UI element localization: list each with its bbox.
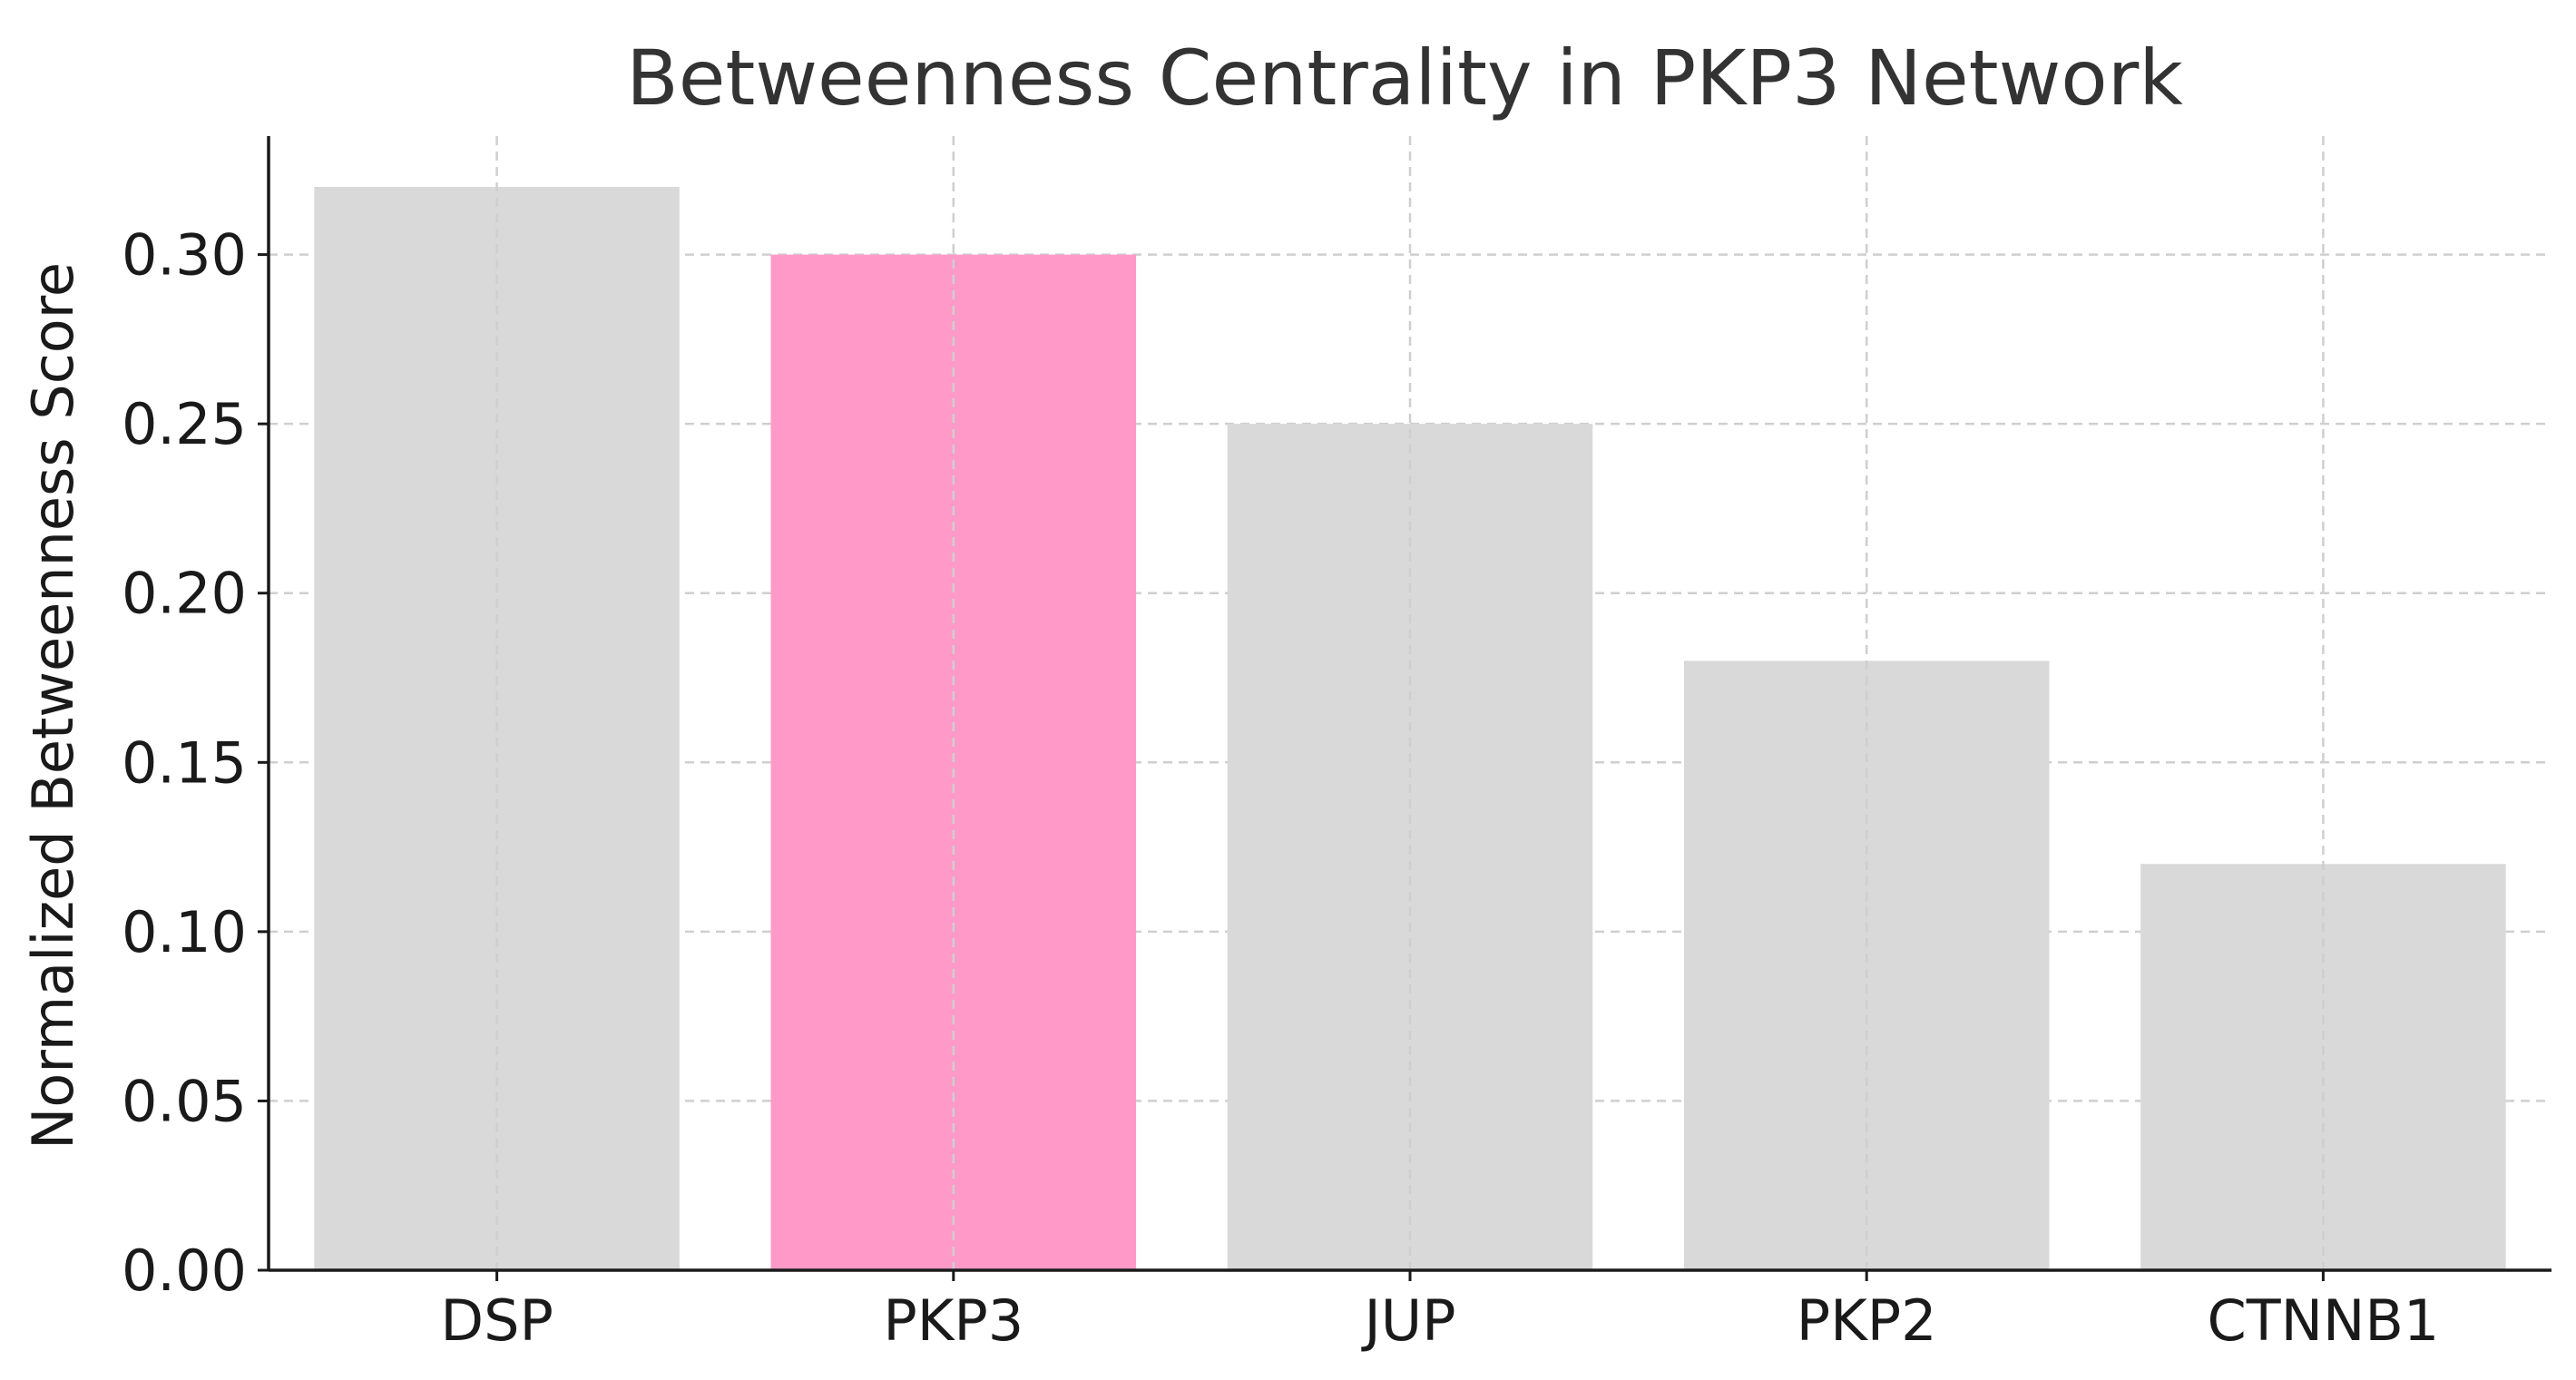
- x-ticks: DSP PKP3 JUP PKP2 CTNNB1: [440, 1270, 2439, 1354]
- y-tick-label: 0.10: [122, 899, 247, 965]
- y-tick-label: 0.20: [122, 561, 247, 627]
- y-tick-label: 0.30: [122, 222, 247, 289]
- y-tick-label: 0.25: [122, 391, 247, 457]
- y-ticks: 0.00 0.05 0.10 0.15 0.20 0.25 0.30: [122, 222, 269, 1304]
- chart-title: Betweenness Centrality in PKP3 Network: [626, 34, 2183, 122]
- y-axis-label: Normalized Betweenness Score: [20, 262, 86, 1150]
- bars: [314, 186, 2506, 1270]
- y-tick-label: 0.00: [122, 1238, 247, 1304]
- y-tick-label: 0.15: [122, 729, 247, 796]
- y-tick-label: 0.05: [122, 1068, 247, 1134]
- x-tick-label: CTNNB1: [2207, 1287, 2439, 1354]
- vertical-grid-lines: [495, 136, 2325, 1270]
- bar-pkp2: [1683, 661, 2050, 1270]
- x-tick-label: DSP: [440, 1287, 553, 1354]
- x-tick-label: PKP3: [883, 1287, 1024, 1354]
- x-tick-label: JUP: [1360, 1287, 1455, 1354]
- x-tick-label: PKP2: [1797, 1287, 1937, 1354]
